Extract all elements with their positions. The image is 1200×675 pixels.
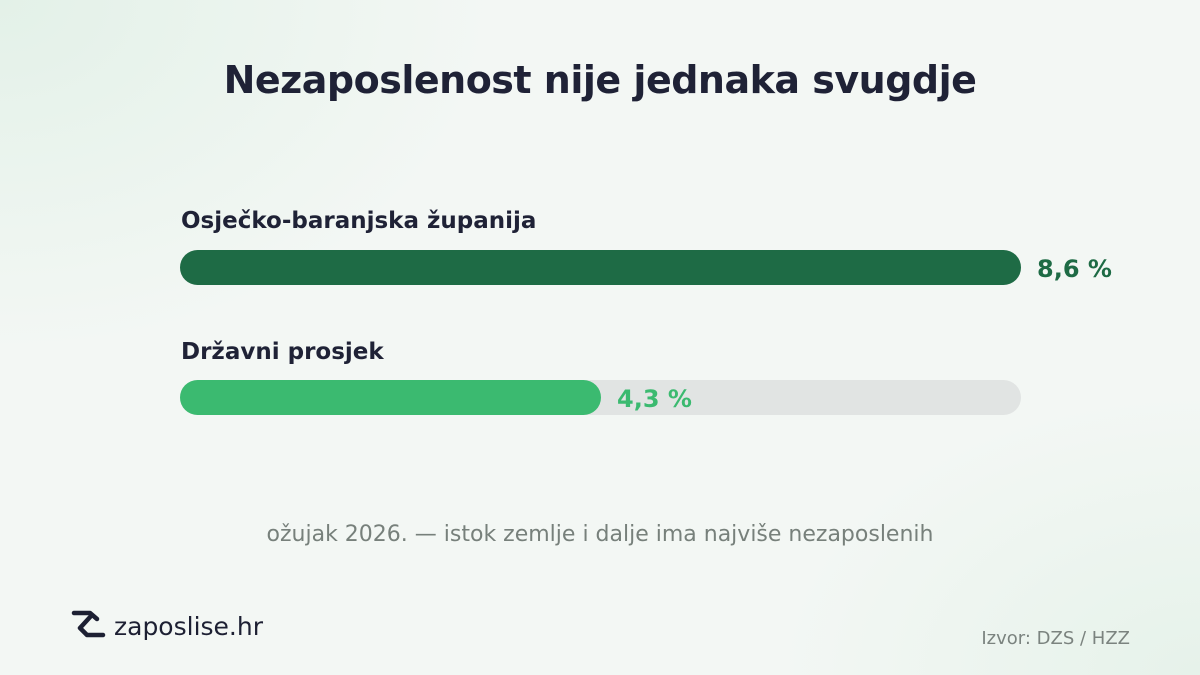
bar-track-osijek xyxy=(180,250,1021,285)
bar-national xyxy=(180,380,601,415)
value-label-national: 4,3 % xyxy=(617,385,692,413)
bar-label-national: Državni prosjek xyxy=(181,339,384,365)
value-label-osijek: 8,6 % xyxy=(1037,255,1112,283)
bar-osijek xyxy=(180,250,1021,285)
bar-label-osijek: Osječko-baranjska županija xyxy=(181,208,537,234)
source-note: Izvor: DZS / HZZ xyxy=(981,628,1130,649)
brand-logo: zaposlise.hr xyxy=(70,606,263,646)
caption: ožujak 2026. — istok zemlje i dalje ima … xyxy=(266,522,934,547)
bar-track-national xyxy=(180,380,1021,415)
chart-title: Nezaposlenost nije jednaka svugdje xyxy=(223,58,977,102)
zaposlise-logo-icon xyxy=(70,607,108,645)
brand-name: zaposlise.hr xyxy=(114,611,263,641)
